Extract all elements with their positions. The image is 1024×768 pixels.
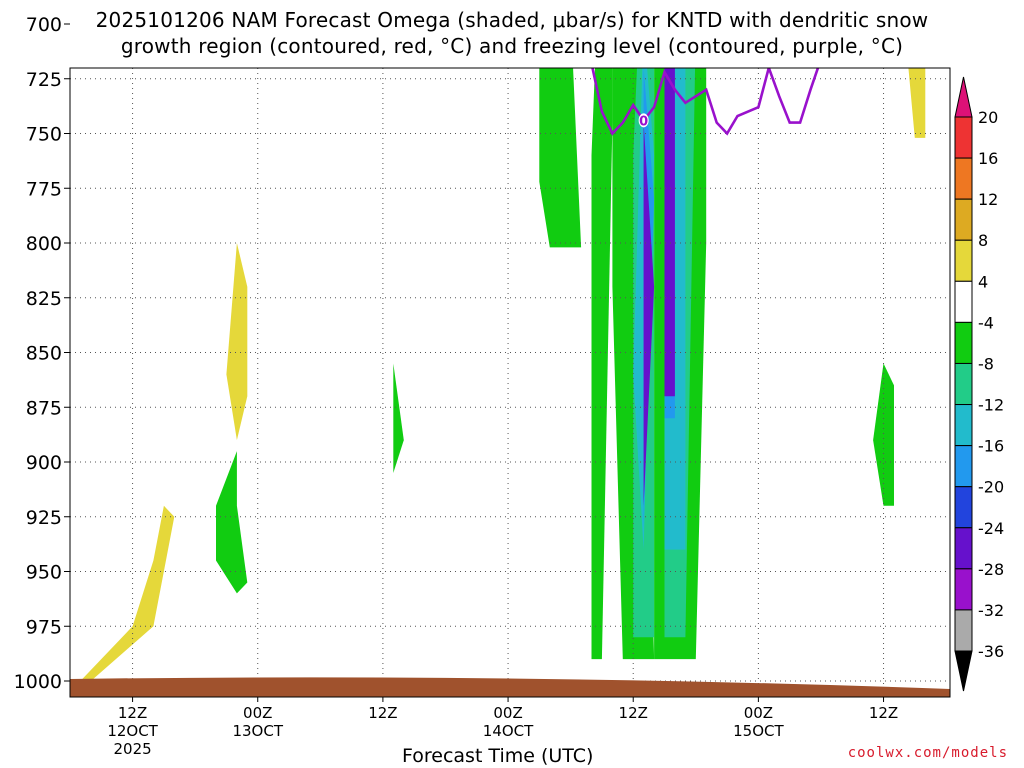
chart-title-line-2: growth region (contoured, red, °C) and f… [120, 34, 904, 58]
colorbar-band-11 [954, 568, 973, 611]
colorbar-band-6 [954, 362, 973, 406]
x-tick-label: 12Z [619, 704, 648, 722]
credit-link[interactable]: coolwx.com/models [847, 745, 1008, 761]
x-tick-date: 14OCT [483, 722, 534, 740]
colorbar-band-2 [954, 198, 973, 241]
chart-title-line-1: 2025101206 NAM Forecast Omega (shaded, μ… [95, 8, 929, 32]
omega-region-1 [591, 68, 613, 660]
colorbar-band-5 [954, 321, 973, 364]
omega-region-8 [393, 363, 404, 473]
colorbar-bottom-triangle [954, 650, 973, 692]
plot-layer: 0000 [70, 30, 950, 697]
y-tick-label: 950 [26, 562, 62, 584]
colorbar-label: -20 [978, 478, 1004, 497]
colorbar-band-1 [954, 157, 973, 200]
x-tick-year: 2025 [113, 740, 151, 758]
colorbar-label: -12 [978, 396, 1004, 415]
colorbar-band-10 [954, 527, 973, 570]
colorbar-label: -8 [978, 354, 994, 373]
colorbar-label: -16 [978, 437, 1004, 456]
y-tick-label: 900 [26, 452, 62, 474]
colorbar-label: -24 [978, 519, 1004, 538]
y-tick-label: 925 [26, 507, 62, 529]
y-tick-label: 725 [26, 69, 62, 91]
colorbar-band-9 [954, 486, 973, 529]
y-tick-label: 800 [26, 233, 62, 255]
freezing-level-line [591, 68, 820, 136]
colorbar-band-3 [954, 239, 973, 282]
colorbar-top-triangle [954, 76, 973, 118]
omega-region-16 [664, 68, 675, 397]
colorbar-label: 20 [978, 108, 998, 127]
colorbar-label: 8 [978, 231, 988, 250]
omega-region-19 [80, 505, 175, 681]
y-tick-label: 700 [26, 14, 62, 36]
freezing-level-label: 0 [889, 31, 898, 46]
x-tick-label: 00Z [493, 704, 522, 722]
freezing-label-bg-2 [638, 113, 649, 128]
omega-region-20 [908, 68, 926, 138]
colorbar-label: -32 [978, 601, 1004, 620]
y-tick-label: 750 [26, 124, 62, 146]
x-tick-label: 12Z [869, 704, 898, 722]
colorbar-band-4 [954, 280, 973, 323]
colorbar-band-8 [954, 445, 973, 488]
omega-region-7 [216, 451, 248, 594]
y-tick-label: 825 [26, 288, 62, 310]
x-tick-label: 00Z [243, 704, 272, 722]
colorbar-band-12 [954, 609, 973, 652]
omega-region-18 [226, 243, 248, 441]
plot-frame [69, 67, 951, 698]
x-tick-label: 12Z [368, 704, 397, 722]
y-tick-label: 850 [26, 343, 62, 365]
x-tick-label: 00Z [744, 704, 773, 722]
colorbar-label: 4 [978, 272, 988, 291]
colorbar-label: 16 [978, 149, 998, 168]
x-tick-date: 15OCT [733, 722, 784, 740]
colorbar-label: -28 [978, 560, 1004, 579]
x-tick-date: 12OCT [107, 722, 158, 740]
y-tick-label: 775 [26, 178, 62, 200]
colorbar-label: 12 [978, 190, 998, 209]
y-tick-label: 875 [26, 397, 62, 419]
y-tick-label: 1000 [14, 671, 62, 693]
colorbar-label: -4 [978, 313, 994, 332]
colorbar-band-0 [954, 116, 973, 159]
surface-shading [70, 677, 950, 697]
colorbar-label: -36 [978, 642, 1004, 661]
omega-region-15 [643, 122, 655, 506]
freezing-level-label: 0 [639, 114, 648, 129]
freezing-label-bg-3 [889, 30, 899, 44]
x-axis-label: Forecast Time (UTC) [402, 745, 594, 767]
y-tick-label: 975 [26, 616, 62, 638]
omega-region-0 [539, 68, 582, 248]
colorbar-band-7 [954, 404, 973, 447]
x-tick-date: 13OCT [232, 722, 283, 740]
x-tick-label: 12Z [118, 704, 147, 722]
omega-region-6 [873, 363, 894, 506]
